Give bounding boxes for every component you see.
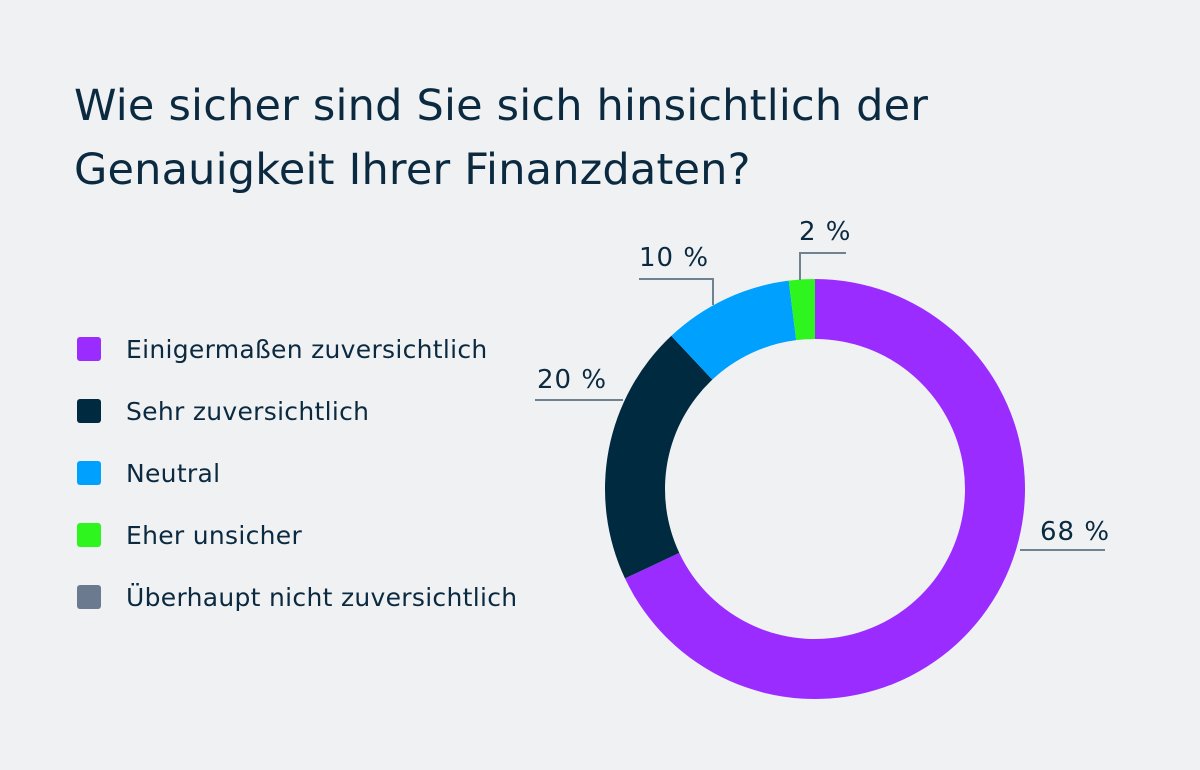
- legend-swatch: [77, 523, 101, 547]
- donut-slice: [671, 280, 797, 380]
- legend-label: Eher unsicher: [126, 520, 303, 550]
- leader-line: [639, 278, 714, 305]
- legend-item: Sehr zuversichtlich: [77, 380, 517, 442]
- data-label: 20 %: [537, 365, 607, 395]
- legend-label: Einigermaßen zuversichtlich: [126, 334, 488, 364]
- donut-slice: [788, 279, 815, 341]
- data-label: 10 %: [639, 243, 709, 273]
- donut-slice: [605, 335, 713, 579]
- legend-swatch: [77, 585, 101, 609]
- donut-slice: [624, 279, 1025, 699]
- legend-item: Neutral: [77, 442, 517, 504]
- legend-swatch: [77, 461, 101, 485]
- data-label: 2 %: [799, 217, 852, 247]
- title-line-2: Genauigkeit Ihrer Finanzdaten?: [74, 145, 751, 195]
- legend: Einigermaßen zuversichtlich Sehr zuversic…: [77, 318, 517, 628]
- legend-item: Überhaupt nicht zuversichtlich: [77, 566, 517, 628]
- legend-label: Überhaupt nicht zuversichtlich: [126, 582, 518, 612]
- legend-item: Einigermaßen zuversichtlich: [77, 318, 517, 380]
- legend-item: Eher unsicher: [77, 504, 517, 566]
- title-line-1: Wie sicher sind Sie sich hinsichtlich de…: [74, 81, 929, 131]
- legend-swatch: [77, 399, 101, 423]
- legend-label: Neutral: [126, 458, 221, 488]
- leader-line: [799, 252, 846, 280]
- legend-swatch: [77, 337, 101, 361]
- legend-label: Sehr zuversichtlich: [126, 396, 370, 426]
- chart-title: Wie sicher sind Sie sich hinsichtlich de…: [74, 74, 928, 202]
- data-label: 68 %: [1040, 517, 1110, 547]
